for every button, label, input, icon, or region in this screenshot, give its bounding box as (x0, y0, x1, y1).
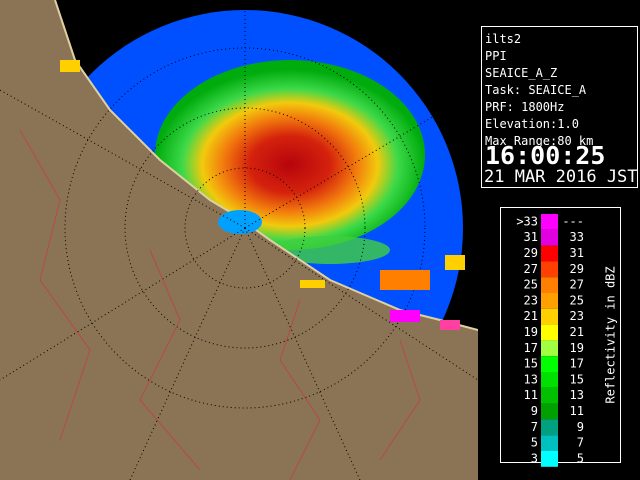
legend-label: 29 (524, 246, 538, 260)
rivers (19, 129, 421, 480)
legend-label: 25 (524, 278, 538, 292)
legend-label: 15 (524, 357, 538, 371)
legend-swatch (541, 229, 558, 246)
legend-swatch (541, 277, 558, 293)
legend-upper: 23 (570, 309, 584, 323)
legend-swatch (541, 308, 558, 325)
max-range: Max Range:80 km (485, 134, 593, 148)
info-box (481, 26, 638, 188)
prf: PRF: 1800Hz (485, 100, 564, 114)
date: 21 MAR 2016 JST (484, 167, 638, 187)
legend-label: 7 (531, 420, 538, 434)
mode: PPI (485, 49, 507, 63)
legend-label: 19 (524, 325, 538, 339)
time: 16:00:25 (485, 141, 605, 170)
legend-swatch (541, 261, 558, 278)
legend-upper: 21 (570, 325, 584, 339)
legend-upper: 19 (570, 341, 584, 355)
legend-upper: 27 (570, 278, 584, 292)
legend-swatch (541, 403, 558, 420)
legend-label: 21 (524, 309, 538, 323)
range-rings (0, 0, 478, 480)
legend-upper: 29 (570, 262, 584, 276)
legend-upper: 13 (570, 388, 584, 402)
legend-label: >33 (516, 214, 538, 228)
legend-swatch (541, 372, 558, 388)
product: SEAICE_A_Z (485, 66, 557, 80)
near-field (218, 210, 262, 234)
legend-upper: 31 (570, 246, 584, 260)
legend-label: 9 (531, 404, 538, 418)
legend-label: 27 (524, 262, 538, 276)
legend-label: 17 (524, 341, 538, 355)
elevation: Elevation:1.0 (485, 117, 579, 131)
legend-label: 13 (524, 372, 538, 386)
legend-title: Reflectivity in dBZ (604, 266, 618, 403)
legend-label: 5 (531, 436, 538, 450)
legend-swatch (541, 245, 558, 262)
legend-upper: 11 (570, 404, 584, 418)
legend-swatch (541, 387, 558, 404)
legend-swatch (541, 435, 558, 451)
legend-swatch (541, 214, 558, 230)
echo (270, 236, 390, 264)
task: Task: SEAICE_A (485, 83, 587, 97)
legend-label: 3 (531, 451, 538, 465)
legend-swatch (541, 324, 558, 341)
legend-swatch (541, 293, 558, 309)
legend-swatch (541, 451, 558, 467)
side-panel (478, 0, 640, 480)
legend-swatch (541, 340, 558, 357)
echo (155, 60, 425, 250)
legend-label: 31 (524, 230, 538, 244)
legend-upper: 25 (570, 293, 584, 307)
legend-box (500, 207, 621, 463)
legend-upper: 15 (570, 372, 584, 386)
map (0, 0, 478, 480)
legend-swatch (541, 356, 558, 372)
legend-upper: 33 (570, 230, 584, 244)
legend-label: 23 (524, 293, 538, 307)
coastal-clutter (60, 60, 465, 330)
legend-swatch (541, 419, 558, 436)
legend-label: 11 (524, 388, 538, 402)
legend-upper: --- (562, 214, 584, 228)
station: ilts2 (485, 32, 521, 46)
legend-upper: 17 (570, 357, 584, 371)
legend-upper: 7 (577, 436, 584, 450)
legend-upper: 9 (577, 420, 584, 434)
legend-upper: 5 (577, 451, 584, 465)
